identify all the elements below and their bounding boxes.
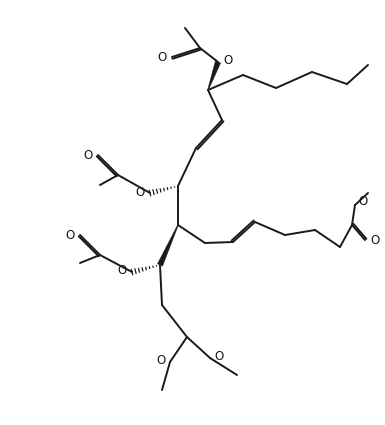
Text: O: O [223,54,232,66]
Polygon shape [157,225,178,266]
Polygon shape [208,61,221,90]
Text: O: O [158,51,167,63]
Text: O: O [214,349,223,363]
Text: O: O [136,185,145,198]
Text: O: O [370,233,379,246]
Text: O: O [157,354,166,366]
Text: O: O [66,229,75,241]
Text: O: O [84,148,93,162]
Text: O: O [358,195,367,207]
Text: O: O [118,264,127,278]
